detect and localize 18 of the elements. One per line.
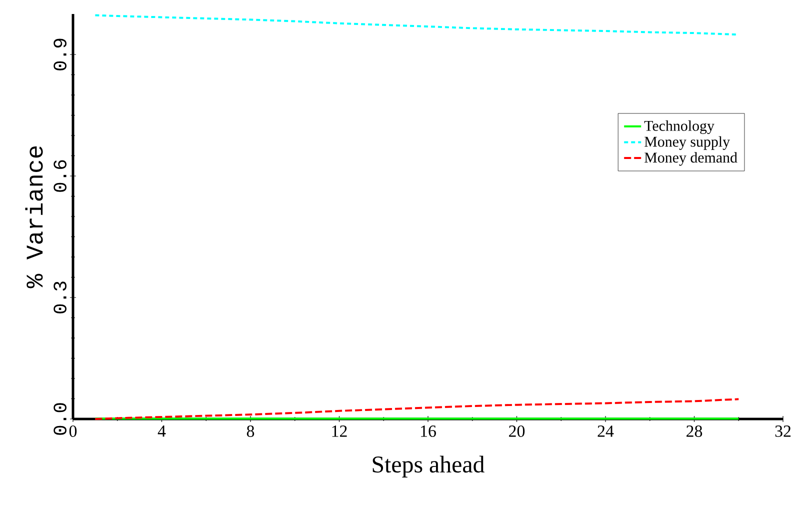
legend-label: Money supply	[644, 136, 730, 150]
x-tick-label: 16	[421, 426, 436, 437]
x-tick-label: 4	[158, 426, 166, 437]
x-tick-label: 12	[332, 426, 347, 437]
y-tick-label: 0.3	[54, 282, 66, 314]
y-tick-label: 0.6	[54, 160, 66, 192]
y-tick-label: 0.0	[54, 403, 66, 435]
y-tick-label: 0.9	[54, 38, 66, 70]
legend-label: Technology	[644, 120, 714, 134]
x-tick-label: 20	[509, 426, 525, 437]
x-tick-label: 24	[598, 426, 614, 437]
x-tick-label: 32	[775, 426, 791, 437]
legend-label: Money demand	[644, 152, 738, 166]
x-tick-label: 0	[69, 426, 77, 437]
y-axis-title: % Variance	[25, 146, 43, 288]
x-tick-label: 8	[246, 426, 254, 437]
x-axis-title: Steps ahead	[372, 456, 484, 478]
x-tick-label: 28	[686, 426, 702, 437]
